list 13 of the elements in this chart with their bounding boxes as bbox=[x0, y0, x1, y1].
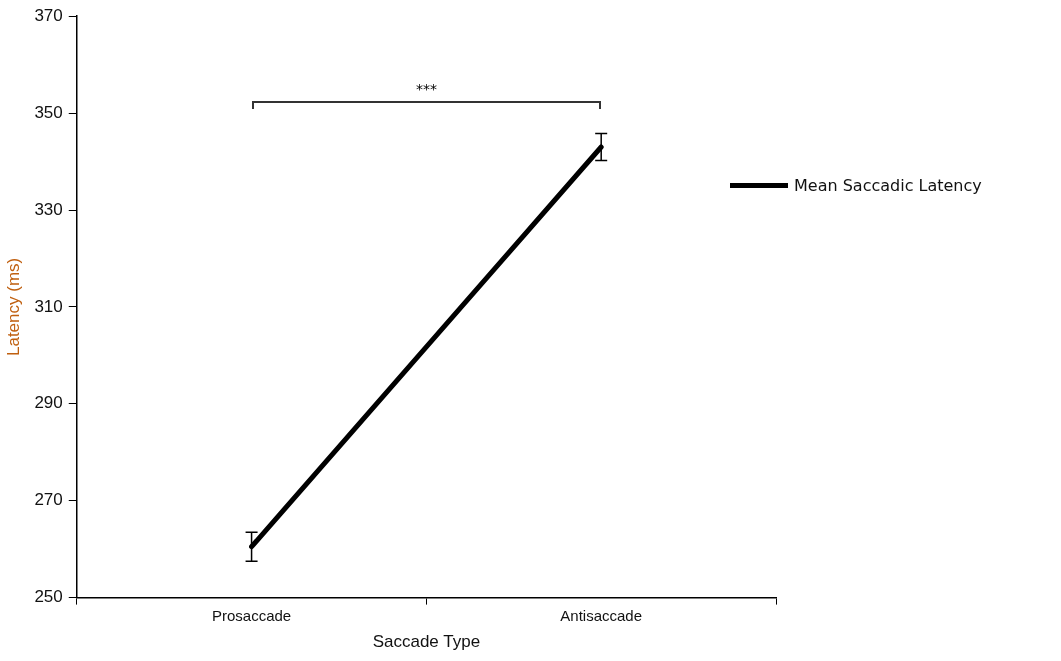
annotation: *** bbox=[415, 81, 437, 98]
y-tick-label: 330 bbox=[34, 199, 63, 219]
y-tick-label: 250 bbox=[34, 587, 63, 607]
legend-label: Mean Saccadic Latency bbox=[794, 176, 982, 195]
y-tick-label: 270 bbox=[34, 490, 63, 510]
x-axis-title: Saccade Type bbox=[372, 632, 481, 652]
y-tick-label: 310 bbox=[34, 296, 63, 316]
y-tick-label: 290 bbox=[34, 393, 63, 413]
y-tick-label: 370 bbox=[34, 5, 63, 25]
x-tick-label: Prosaccade bbox=[211, 606, 292, 624]
y-axis-title: Latency (ms) bbox=[3, 257, 23, 357]
y-tick-label: 350 bbox=[34, 102, 63, 122]
x-tick-label: Antisaccade bbox=[560, 606, 643, 624]
